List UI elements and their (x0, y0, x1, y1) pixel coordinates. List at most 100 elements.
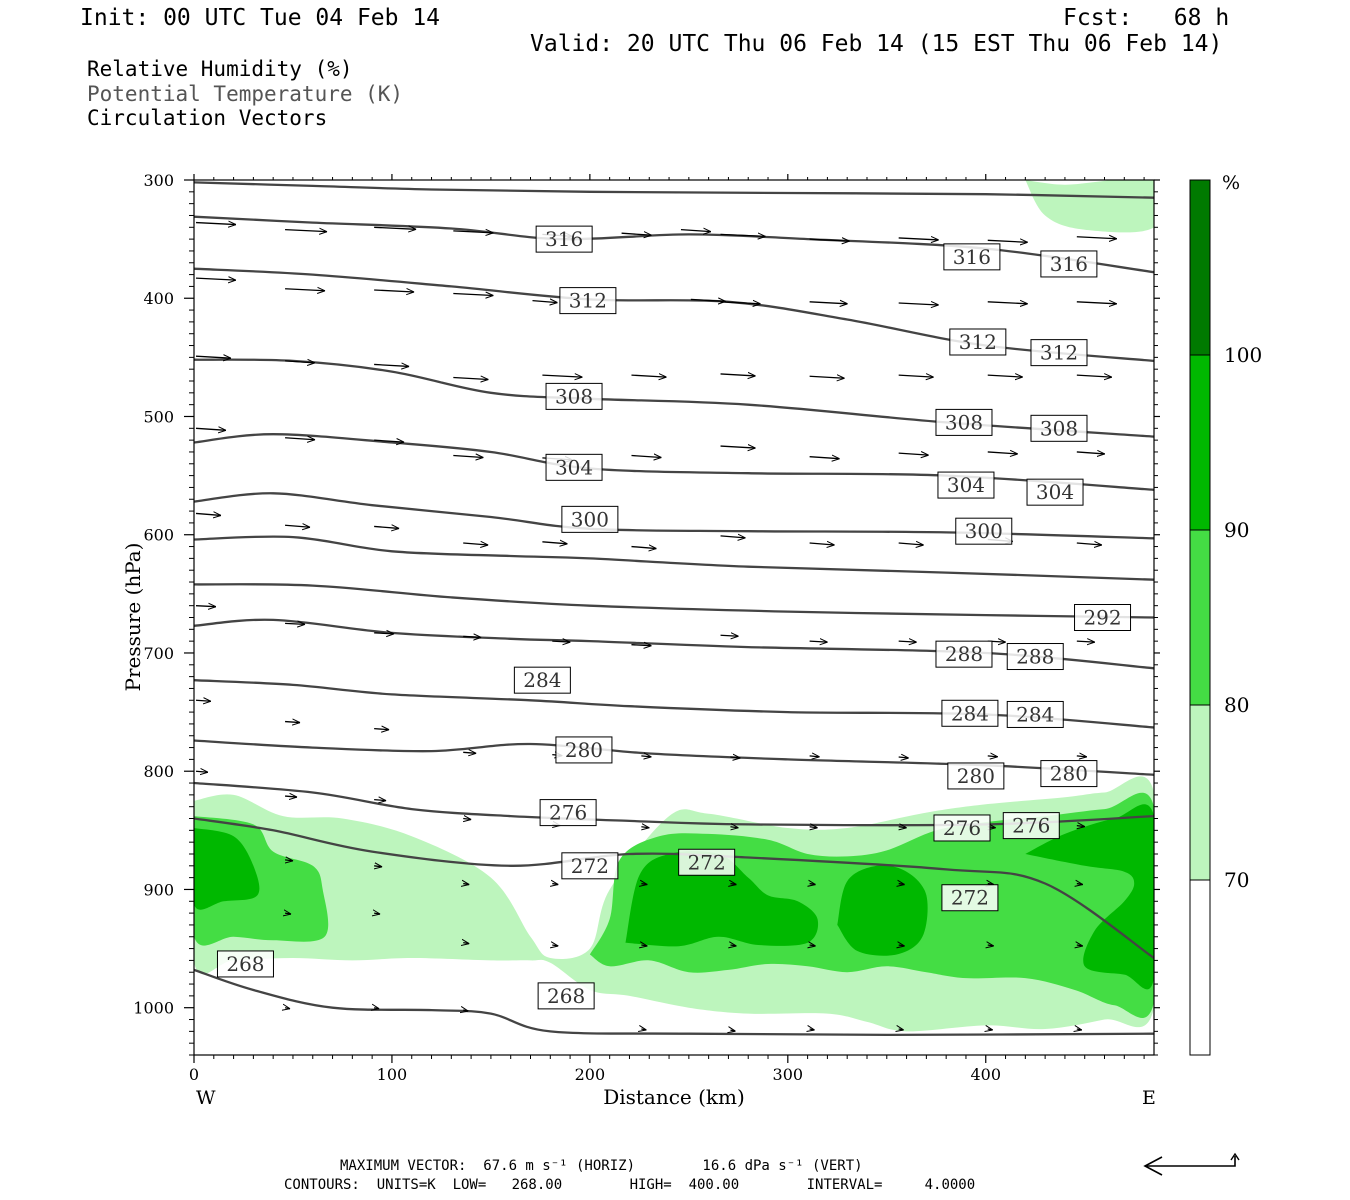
contour-label-8: 308 (1040, 416, 1078, 440)
y-tick-label: 600 (143, 526, 174, 545)
contour-label-4: 312 (959, 330, 997, 354)
isentrope-300-5 (194, 492, 1154, 540)
contour-label-7: 308 (945, 410, 983, 434)
rh-region-90-6 (837, 865, 928, 956)
contour-label-box-11 (1026, 478, 1084, 506)
circulation-vector-36 (374, 440, 404, 442)
circulation-vector-35 (285, 438, 315, 440)
isentrope-292-8 (194, 618, 1154, 670)
contour-label-13: 300 (965, 519, 1003, 543)
init-time: Init: 00 UTC Tue 04 Feb 14 (80, 5, 441, 31)
circulation-vector-100 (374, 913, 380, 914)
colorbar-segment-0 (1190, 880, 1210, 1055)
axes-layer: 300 400 500 600 700 800 900 1000 0 100 200 300 400 (133, 171, 1160, 1084)
isentrope-272-13 (194, 968, 1154, 1037)
contour-label-layer: 316 316 316 312 312 312 308 308 308 304 304 304 300 3… (216, 225, 1132, 1010)
circulation-vector-82 (552, 824, 560, 825)
circulation-vector-22 (1076, 302, 1117, 304)
circulation-vector-67 (195, 700, 211, 701)
contour-label-16: 288 (1016, 645, 1054, 669)
circulation-vector-18 (720, 302, 761, 304)
circulation-vector-0 (195, 223, 236, 225)
circulation-vector-111 (463, 1010, 468, 1011)
max-vector-text: MAXIMUM VECTOR: 67.6 m s⁻¹ (HORIZ) 16.6 … (340, 1158, 863, 1174)
valid-time: Valid: 20 UTC Thu 06 Feb 14 (15 EST Thu … (530, 31, 1223, 57)
contour-label-box-1 (943, 243, 1001, 271)
contour-label-12: 300 (571, 507, 609, 531)
circulation-vector-116 (988, 1029, 993, 1030)
x-axis-west-label: W (196, 1087, 216, 1109)
rh-region-90-5 (625, 851, 819, 947)
circulation-vector-14 (374, 290, 414, 292)
vector-layer (195, 223, 1117, 1032)
contour-label-box-21 (947, 762, 1005, 790)
circulation-vector-52 (809, 543, 835, 545)
contour-label-28: 272 (951, 886, 989, 910)
isentrope-296-6 (194, 535, 1154, 581)
colorbar-segment-2 (1190, 530, 1210, 705)
contour-label-9: 304 (555, 455, 593, 479)
contour-label-box-0 (535, 225, 593, 253)
circulation-vector-7 (720, 234, 766, 236)
circulation-vector-15 (453, 294, 493, 296)
circulation-vector-8 (809, 239, 850, 241)
circulation-vector-46 (285, 525, 310, 527)
colorbar-level-label: 100 (1224, 343, 1262, 367)
circulation-vector-98 (1077, 884, 1083, 885)
circulation-vector-70 (463, 752, 476, 753)
circulation-vector-78 (195, 771, 208, 772)
rh-region-90-4 (194, 828, 260, 910)
circulation-vector-63 (809, 641, 828, 642)
contour-label-box-18 (941, 699, 999, 727)
circulation-vector-59 (463, 636, 481, 637)
circulation-vector-40 (720, 446, 756, 448)
contour-label-box-25 (1002, 812, 1060, 840)
circulation-vector-76 (987, 756, 998, 757)
circulation-vector-61 (631, 645, 651, 646)
contour-info-text: CONTOURS: UNITS=K LOW= 268.00 HIGH= 400.… (284, 1177, 976, 1193)
circulation-vector-102 (552, 945, 558, 946)
circulation-vector-109 (285, 1008, 290, 1009)
contour-label-box-24 (933, 814, 991, 842)
rh-region-90-7 (1025, 804, 1154, 990)
contour-label-box-19 (1006, 700, 1064, 728)
circulation-vector-62 (720, 635, 739, 636)
rh-region-80-2 (194, 816, 329, 946)
contour-label-box-13 (955, 517, 1013, 545)
y-tick-label: 400 (143, 289, 174, 308)
contour-label-6: 308 (555, 384, 593, 408)
isentrope-308-3 (194, 358, 1154, 438)
circulation-vector-26 (453, 377, 488, 379)
y-axis-label: Pressure (hPa) (121, 543, 145, 692)
circulation-vector-65 (987, 641, 1006, 642)
circulation-vector-84 (730, 827, 738, 828)
contour-label-0: 316 (545, 227, 583, 251)
circulation-vector-38 (542, 458, 572, 460)
circulation-vector-87 (988, 827, 996, 828)
reference-vector-icon (1143, 1152, 1240, 1176)
circulation-vector-92 (552, 884, 558, 885)
contour-label-17: 284 (523, 668, 561, 692)
circulation-vector-28 (631, 375, 666, 377)
circulation-vector-47 (374, 526, 399, 528)
y-tick-label: 900 (143, 880, 174, 899)
contour-label-box-26 (561, 852, 619, 880)
colorbar-level-label: 80 (1224, 693, 1249, 717)
circulation-vector-25 (374, 364, 409, 366)
contour-label-box-14 (1074, 604, 1132, 631)
circulation-vector-55 (1076, 543, 1102, 545)
isentrope-296-7 (194, 583, 1154, 619)
circulation-vector-86 (899, 827, 907, 828)
circulation-vector-41 (809, 457, 840, 459)
colorbar-frame (1189, 179, 1211, 1056)
contour-label-18: 284 (951, 701, 989, 725)
contour-label-box-6 (545, 382, 603, 410)
circulation-vector-48 (463, 543, 488, 545)
y-tick-label: 800 (143, 762, 174, 781)
circulation-vector-20 (898, 303, 939, 305)
contour-label-box-20 (555, 736, 613, 764)
contour-label-15: 288 (945, 642, 983, 666)
circulation-vector-17 (690, 299, 726, 301)
circulation-vector-43 (987, 452, 1018, 454)
rh-region-70-0 (194, 776, 1154, 1032)
